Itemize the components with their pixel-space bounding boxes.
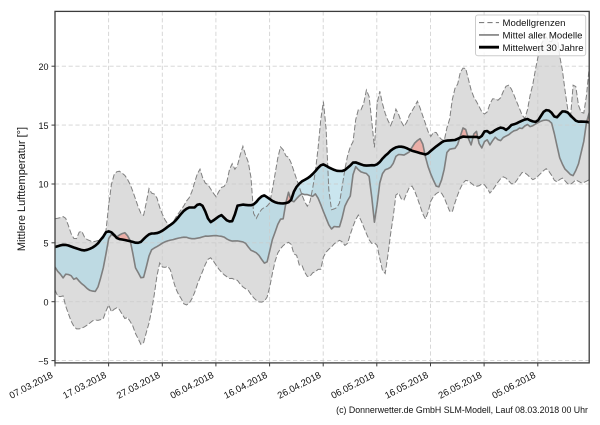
svg-text:Mittelwert 30 Jahre: Mittelwert 30 Jahre: [503, 43, 584, 54]
svg-text:−5: −5: [38, 356, 48, 366]
svg-text:0: 0: [43, 297, 48, 307]
svg-text:Mittel aller Modelle: Mittel aller Modelle: [503, 31, 583, 42]
svg-text:20: 20: [38, 62, 48, 72]
svg-text:5: 5: [43, 239, 48, 249]
svg-text:Mittlere Lufttemperatur [°]: Mittlere Lufttemperatur [°]: [16, 127, 28, 251]
svg-text:Modellgrenzen: Modellgrenzen: [503, 18, 566, 29]
svg-text:10: 10: [38, 180, 48, 190]
svg-text:(c) Donnerwetter.de GmbH SLM-M: (c) Donnerwetter.de GmbH SLM-Modell, Lau…: [336, 405, 588, 415]
svg-text:15: 15: [38, 121, 48, 131]
